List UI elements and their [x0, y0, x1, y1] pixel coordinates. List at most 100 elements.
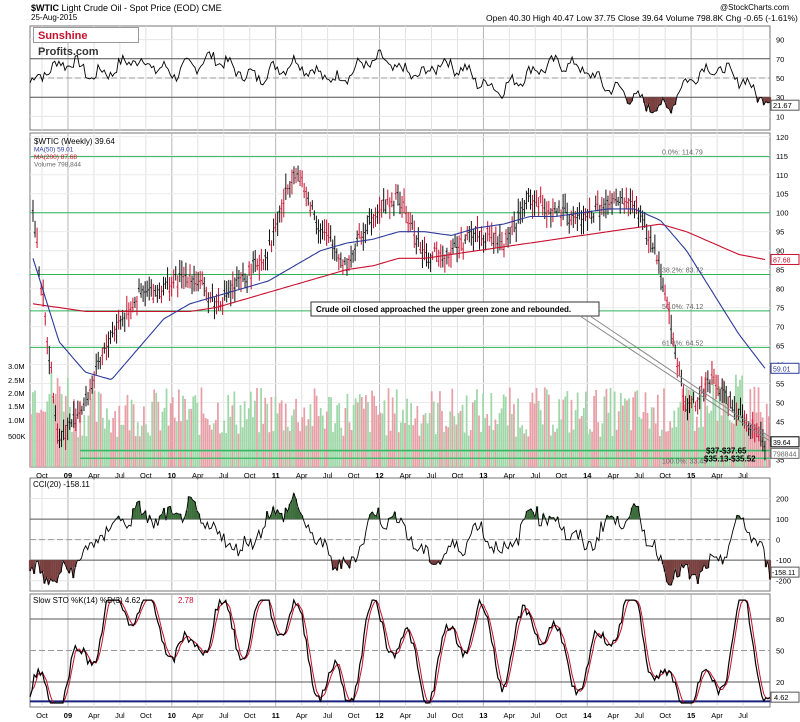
x-axis-label: Oct [244, 471, 257, 480]
volume-bar [303, 407, 306, 467]
sto-tick-label: 50 [776, 647, 784, 656]
volume-bar [471, 402, 474, 467]
x-axis-label: 10 [168, 711, 176, 720]
volume-bar [383, 400, 386, 467]
volume-bar [730, 422, 733, 467]
volume-bar [673, 410, 676, 467]
fib-label: 50.0%: 74.12 [662, 304, 703, 311]
volume-bar [360, 397, 363, 467]
volume-bar [278, 403, 281, 467]
volume-bar [167, 425, 170, 467]
volume-bar [708, 413, 711, 467]
volume-bar [755, 412, 758, 467]
price-tick-label: 50 [776, 398, 784, 407]
volume-bar [556, 428, 558, 467]
volume-bar [393, 413, 396, 467]
sto-tick-label: 80 [776, 615, 784, 624]
volume-bar [751, 419, 754, 467]
volume-bar [529, 402, 532, 467]
volume-bar [646, 412, 649, 467]
volume-bar [373, 395, 376, 467]
volume-bar [566, 391, 569, 467]
x-axis-label: Apr [296, 711, 308, 720]
volume-bar [389, 430, 392, 467]
volume-bar [40, 409, 43, 467]
volume-bar [650, 407, 653, 467]
volume-bar [223, 420, 225, 467]
x-axis-label: Oct [244, 711, 257, 720]
volume-bar [498, 413, 501, 467]
volume-bar [340, 427, 343, 467]
price-tick-label: 110 [776, 171, 788, 180]
x-axis-label: Jul [323, 471, 333, 480]
volume-bar [44, 411, 47, 467]
volume-bar [284, 403, 287, 467]
volume-bar [617, 411, 620, 467]
cci-label: CCI(20) -158.11 [33, 480, 90, 489]
ma200-line [32, 223, 766, 312]
volume-bar [243, 401, 246, 467]
volume-bar [619, 392, 622, 467]
x-axis-label: 14 [583, 471, 592, 480]
volume-bar [91, 388, 94, 467]
volume-bar [722, 379, 725, 467]
volume-bar [626, 400, 628, 467]
volume-bar [321, 415, 324, 467]
annotation-text: Crude oil closed approached the upper gr… [316, 305, 571, 314]
volume-tick-label: 2.5M [8, 376, 25, 385]
price-legend-entry: Volume 798,844 [34, 162, 81, 169]
volume-bar [439, 391, 441, 467]
sto-last-value: 4.62 [774, 693, 789, 702]
volume-bar [693, 430, 696, 467]
x-axis-label: Oct [348, 711, 361, 720]
volume-bar [365, 395, 367, 467]
volume-bar [767, 416, 770, 467]
volume-bar [726, 396, 729, 467]
volume-bar [286, 426, 289, 467]
volume-bar [99, 393, 102, 467]
volume-bar [36, 412, 38, 467]
volume-bar [644, 392, 647, 467]
price-value-label: 798844 [773, 451, 796, 458]
volume-bar [247, 408, 250, 467]
price-value-label: 87.68 [773, 257, 791, 264]
volume-bar [408, 424, 410, 467]
x-axis-label: Jul [115, 471, 125, 480]
volume-bar [356, 402, 359, 467]
volume-bar [178, 389, 180, 467]
volume-bar [208, 424, 211, 467]
volume-bar [192, 396, 195, 467]
volume-bar [77, 436, 80, 467]
volume-bar [648, 428, 651, 467]
price-value-label: 59.01 [773, 366, 791, 373]
volume-bar [578, 418, 581, 467]
volume-bar [89, 398, 92, 467]
volume-bar [260, 388, 262, 467]
x-axis-label: Jul [738, 471, 748, 480]
volume-bar [636, 390, 639, 467]
price-tick-label: 35 [776, 455, 784, 464]
volume-bar [32, 392, 34, 467]
x-axis-label: Apr [711, 471, 723, 480]
volume-bar [101, 417, 104, 467]
x-axis-label: 13 [479, 711, 487, 720]
volume-bar [153, 389, 156, 467]
volume-bar [400, 422, 402, 467]
volume-bar [714, 398, 717, 467]
volume-bar [502, 394, 505, 467]
volume-bar [545, 389, 548, 467]
volume-bar [293, 409, 295, 467]
volume-bar [422, 414, 425, 467]
volume-bar [543, 387, 546, 467]
volume-bar [513, 404, 515, 467]
volume-bar [354, 398, 357, 467]
cci-tick-label: 0 [776, 536, 780, 545]
x-axis-label: Jul [531, 711, 541, 720]
volume-bar [517, 398, 519, 467]
volume-bar [346, 393, 349, 467]
volume-bar [603, 396, 606, 467]
volume-bar [576, 392, 579, 467]
volume-bar [484, 417, 487, 467]
volume-tick-label: 2.0M [8, 389, 25, 398]
volume-bar [535, 388, 538, 467]
